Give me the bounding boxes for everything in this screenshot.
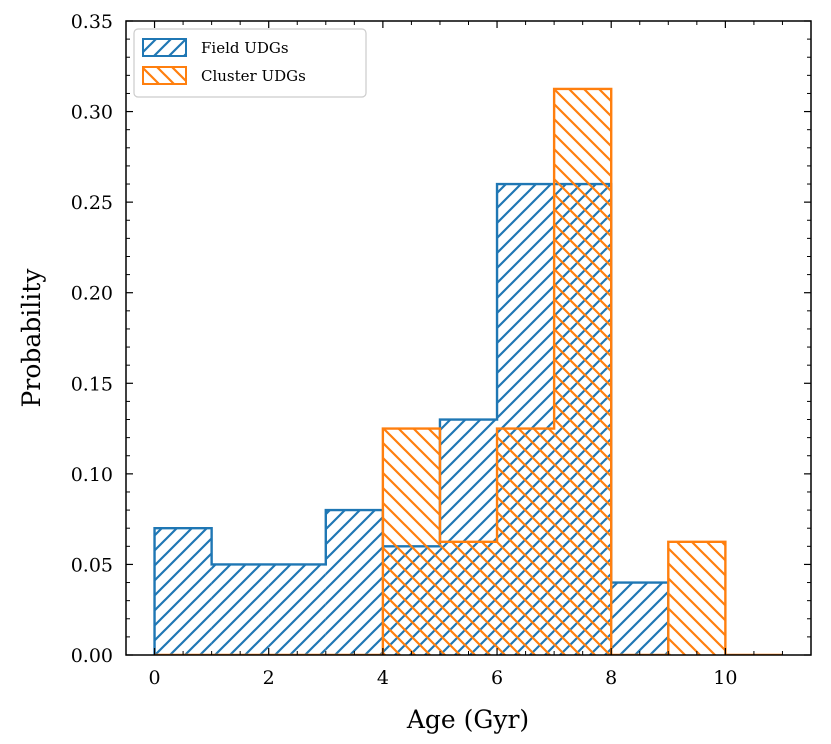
y-tick-label: 0.10 [71, 464, 113, 486]
y-tick-label: 0.00 [71, 645, 113, 667]
x-tick-label: 4 [377, 667, 389, 689]
y-axis-label: Probability [17, 268, 46, 408]
series-cluster-udgs [154, 87, 783, 655]
bar [382, 428, 440, 655]
y-tick-label: 0.15 [71, 373, 113, 395]
series-outline [154, 87, 783, 655]
legend-label: Cluster UDGs [201, 67, 306, 85]
x-tick-label: 0 [148, 667, 160, 689]
x-axis-label: Age (Gyr) [406, 705, 529, 734]
legend: Field UDGs Cluster UDGs [133, 28, 367, 98]
y-tick-label: 0.20 [71, 283, 113, 305]
series-layer [153, 87, 783, 655]
bar [668, 541, 726, 655]
bar [497, 428, 555, 655]
y-tick-label: 0.05 [71, 554, 113, 576]
bar [554, 88, 612, 655]
x-tick-label: 2 [263, 667, 275, 689]
y-tick-label: 0.30 [71, 102, 113, 124]
legend-box [133, 28, 367, 98]
x-tick-label: 10 [713, 667, 737, 689]
legend-swatch [142, 38, 187, 57]
y-tick-label: 0.25 [71, 192, 113, 214]
legend-label: Field UDGs [201, 39, 289, 57]
x-tick-label: 8 [605, 667, 617, 689]
bar [325, 510, 383, 655]
bar [439, 541, 498, 655]
x-tick-label: 6 [491, 667, 503, 689]
axes-layer: 0 2 4 6 8 10 0.00 0.05 0.10 0.15 0.20 0.25 0.30 0.35 [71, 11, 812, 689]
bar [268, 564, 326, 655]
bar [154, 528, 212, 655]
legend-swatch [142, 66, 187, 85]
bar [211, 564, 269, 655]
y-tick-label: 0.35 [71, 11, 113, 33]
bar [611, 582, 669, 655]
